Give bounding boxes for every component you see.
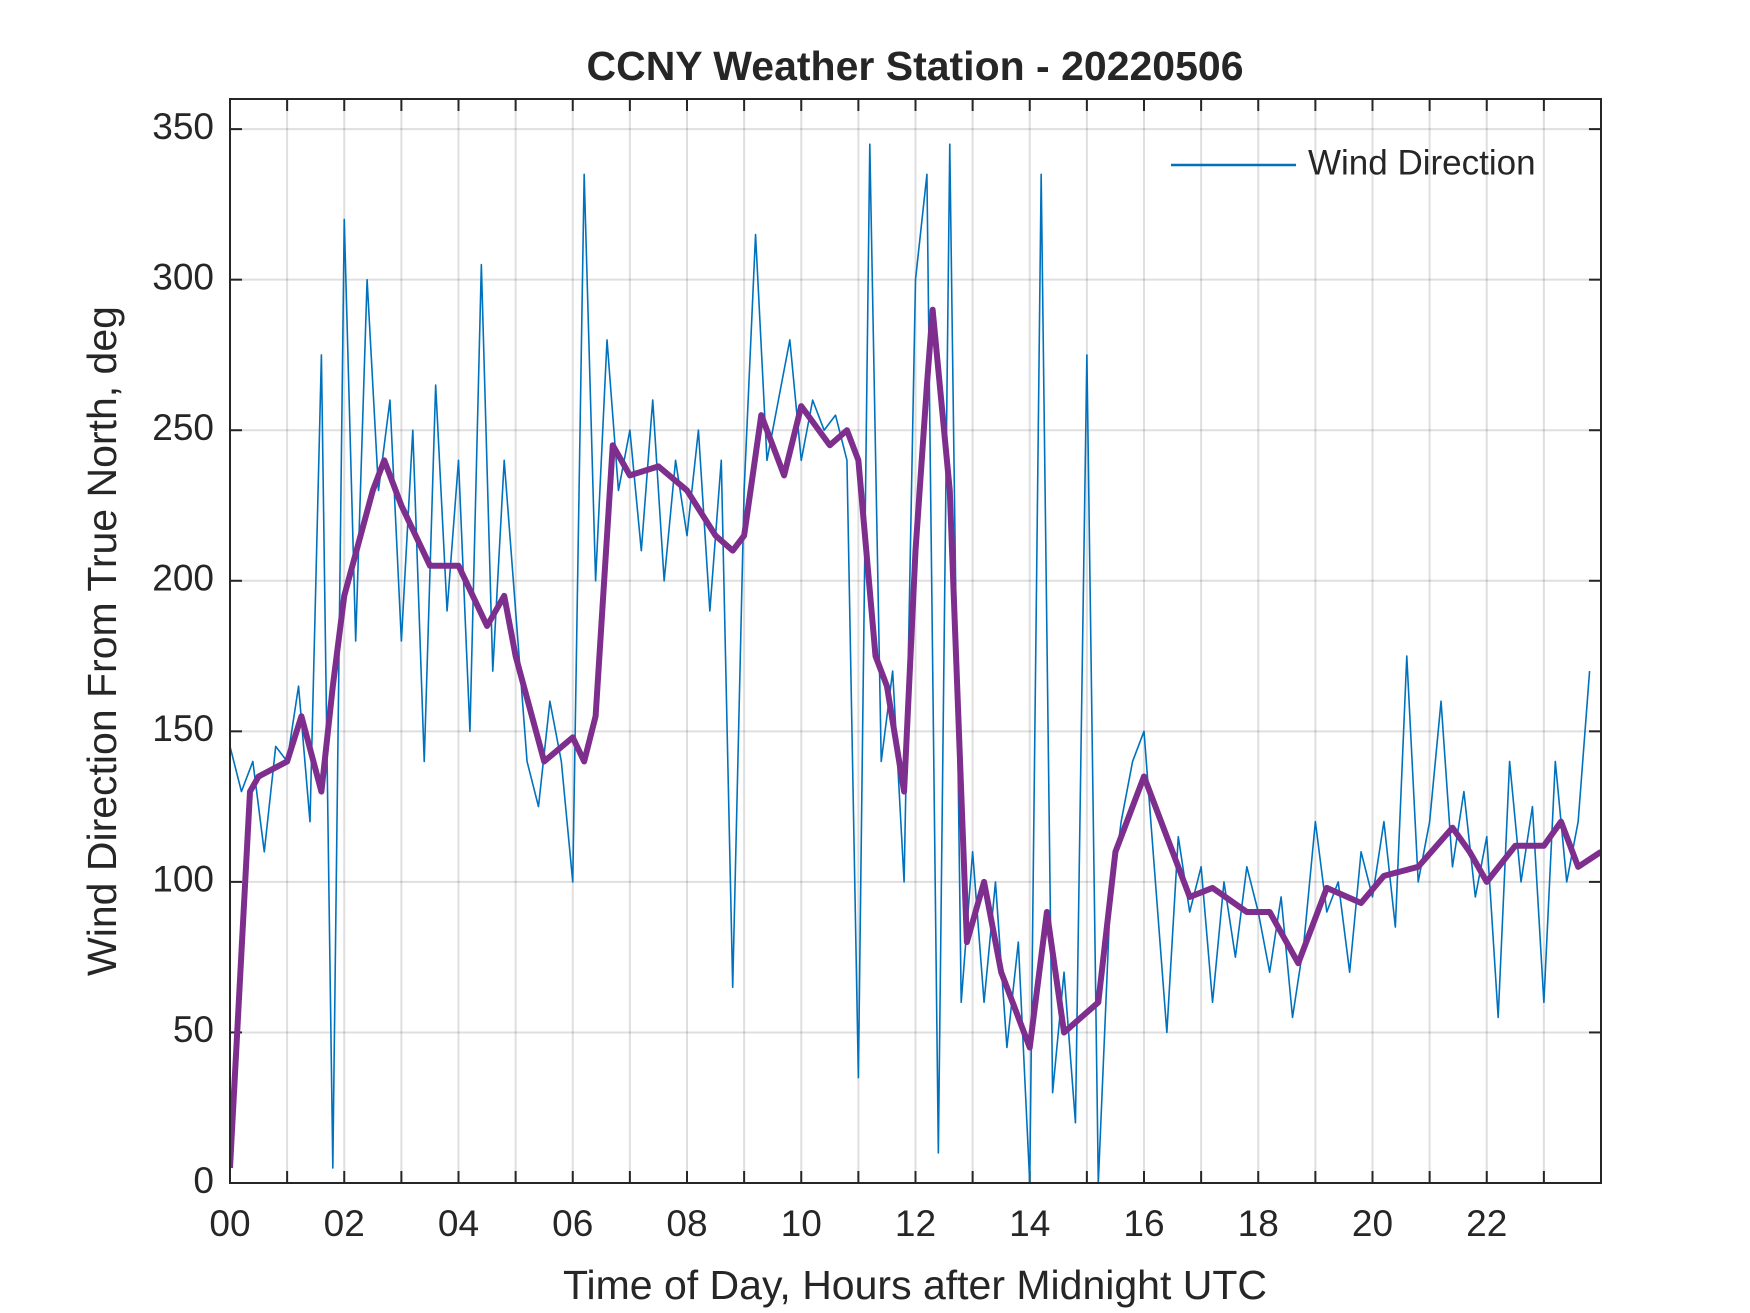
x-tick-label: 04: [438, 1203, 479, 1244]
chart-title: CCNY Weather Station - 20220506: [586, 43, 1243, 89]
y-tick-label: 350: [152, 106, 214, 147]
y-tick-label: 200: [152, 558, 214, 599]
x-tick-label: 10: [781, 1203, 822, 1244]
data-line: [230, 143, 1591, 1183]
x-tick-label: 16: [1123, 1203, 1164, 1244]
legend-label: Wind Direction: [1308, 143, 1536, 182]
plot-frame: [229, 98, 1602, 1184]
x-tick-label: 02: [324, 1203, 365, 1244]
y-tick-label: 250: [152, 407, 214, 448]
y-tick-label: 300: [152, 256, 214, 297]
x-axis-label: Time of Day, Hours after Midnight UTC: [563, 1262, 1267, 1308]
y-tick-label: 150: [152, 708, 214, 749]
x-tick-label: 06: [552, 1203, 593, 1244]
y-axis-label: Wind Direction From True North, deg: [79, 306, 125, 976]
x-tick-label: 18: [1238, 1203, 1279, 1244]
data-line: [230, 306, 1601, 1169]
x-tick-label: 12: [895, 1203, 936, 1244]
y-tick-label: 100: [152, 859, 214, 900]
y-tick-label: 50: [173, 1009, 214, 1050]
x-tick-label: 14: [1009, 1203, 1050, 1244]
x-tick-label: 22: [1466, 1203, 1507, 1244]
y-tick-label: 0: [193, 1160, 214, 1201]
x-tick-label: 08: [666, 1203, 707, 1244]
x-tick-label: 00: [209, 1203, 250, 1244]
x-tick-label: 20: [1352, 1203, 1393, 1244]
